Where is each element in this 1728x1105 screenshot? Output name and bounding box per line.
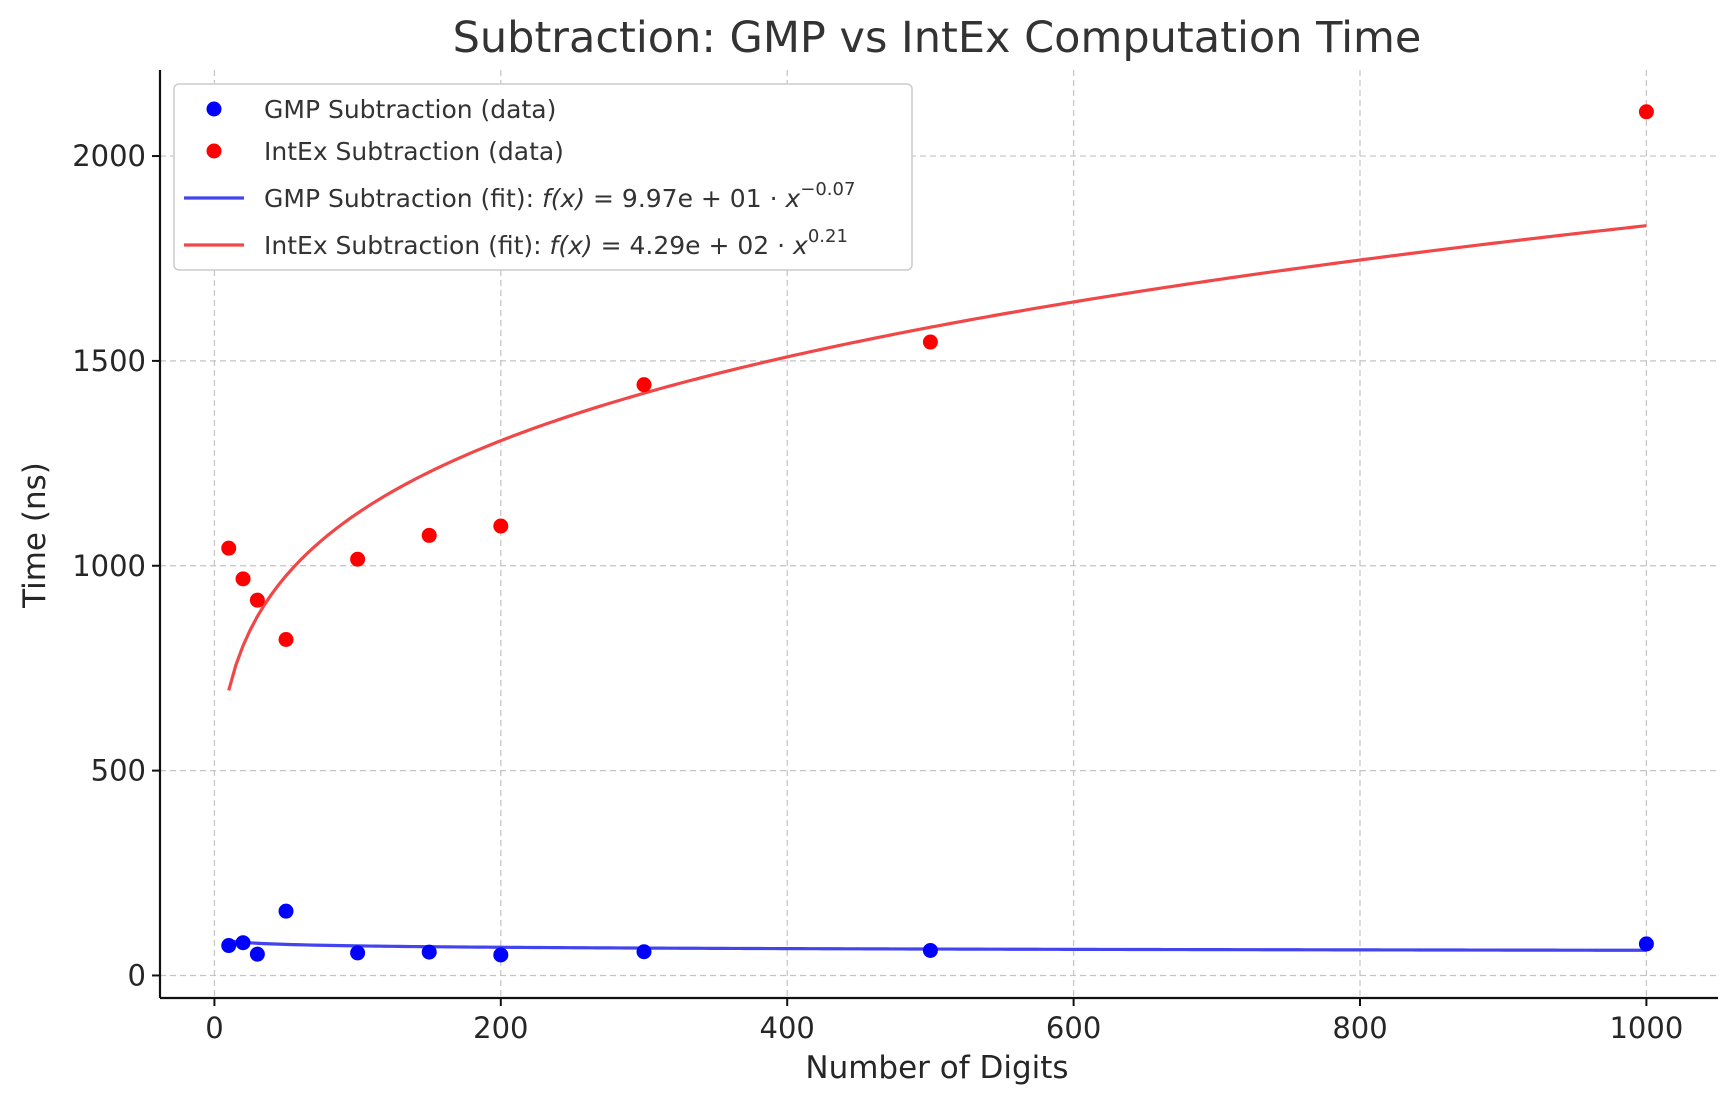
- x-tick-label: 0: [205, 1011, 223, 1045]
- legend-label: GMP Subtraction (data): [264, 95, 556, 124]
- data-point: [421, 944, 437, 960]
- formula-coefficient: 4.29e + 02: [630, 231, 770, 260]
- data-point: [350, 945, 366, 961]
- formula-lhs: f(x): [550, 231, 593, 260]
- legend-series-name: GMP Subtraction (data): [264, 95, 556, 124]
- data-point: [249, 592, 265, 608]
- fit-curve: [227, 224, 1647, 691]
- data-point: [922, 942, 938, 958]
- formula-base: x: [792, 231, 808, 260]
- legend-marker: [206, 143, 222, 159]
- x-tick-label: 400: [760, 1011, 815, 1045]
- data-points: [221, 104, 1654, 963]
- formula-equals: =: [593, 231, 630, 260]
- data-point: [636, 377, 652, 393]
- chart-title: Subtraction: GMP vs IntEx Computation Ti…: [453, 13, 1422, 63]
- data-point: [1638, 936, 1654, 952]
- data-point: [1638, 104, 1654, 120]
- formula-dot: ·: [769, 231, 793, 260]
- data-point: [221, 540, 237, 556]
- y-tick-label: 2000: [72, 139, 146, 173]
- data-point: [278, 632, 294, 648]
- formula-base: x: [784, 184, 800, 213]
- legend-label: GMP Subtraction (fit): f(x) = 9.97e + 01…: [264, 179, 855, 213]
- legend-series-name: IntEx Subtraction (data): [264, 137, 564, 166]
- y-tick-label: 500: [91, 754, 146, 788]
- data-point: [235, 935, 251, 951]
- formula-lhs: f(x): [542, 184, 585, 213]
- x-tick-label: 1000: [1609, 1011, 1683, 1045]
- legend-series-name: IntEx Subtraction (fit):: [264, 231, 550, 260]
- y-axis-label: Time (ns): [17, 462, 53, 609]
- data-point: [278, 903, 294, 919]
- x-tick-label: 200: [473, 1011, 528, 1045]
- data-point: [249, 946, 265, 962]
- formula-exponent: 0.21: [808, 226, 848, 247]
- data-point: [235, 571, 251, 587]
- data-point: [636, 944, 652, 960]
- formula-equals: =: [585, 184, 622, 213]
- legend-series-name: GMP Subtraction (fit):: [264, 184, 542, 213]
- legend-frame: [173, 83, 913, 271]
- legend-marker: [206, 101, 222, 117]
- data-point: [493, 947, 509, 963]
- formula-coefficient: 9.97e + 01: [622, 184, 762, 213]
- ticks: 0 200 400 600 800 1000 0 500 1000 1500 2000: [72, 139, 1683, 1045]
- formula-dot: ·: [762, 184, 786, 213]
- x-tick-label: 600: [1046, 1011, 1101, 1045]
- data-point: [350, 551, 366, 567]
- fit-lines: [227, 224, 1647, 952]
- y-tick-label: 1000: [72, 549, 146, 583]
- x-tick-label: 800: [1332, 1011, 1387, 1045]
- axes: [158, 70, 1718, 1000]
- data-point: [493, 518, 509, 534]
- x-axis-label: Number of Digits: [805, 1050, 1068, 1086]
- legend-label: IntEx Subtraction (data): [264, 137, 564, 166]
- data-point: [221, 938, 237, 954]
- legend-label: IntEx Subtraction (fit): f(x) = 4.29e + …: [264, 226, 848, 260]
- legend: GMP Subtraction (data) IntEx Subtraction …: [173, 83, 913, 271]
- y-tick-label: 1500: [72, 344, 146, 378]
- y-tick-label: 0: [128, 958, 146, 992]
- data-point: [421, 527, 437, 543]
- formula-exponent: −0.07: [800, 179, 855, 200]
- data-point: [922, 334, 938, 350]
